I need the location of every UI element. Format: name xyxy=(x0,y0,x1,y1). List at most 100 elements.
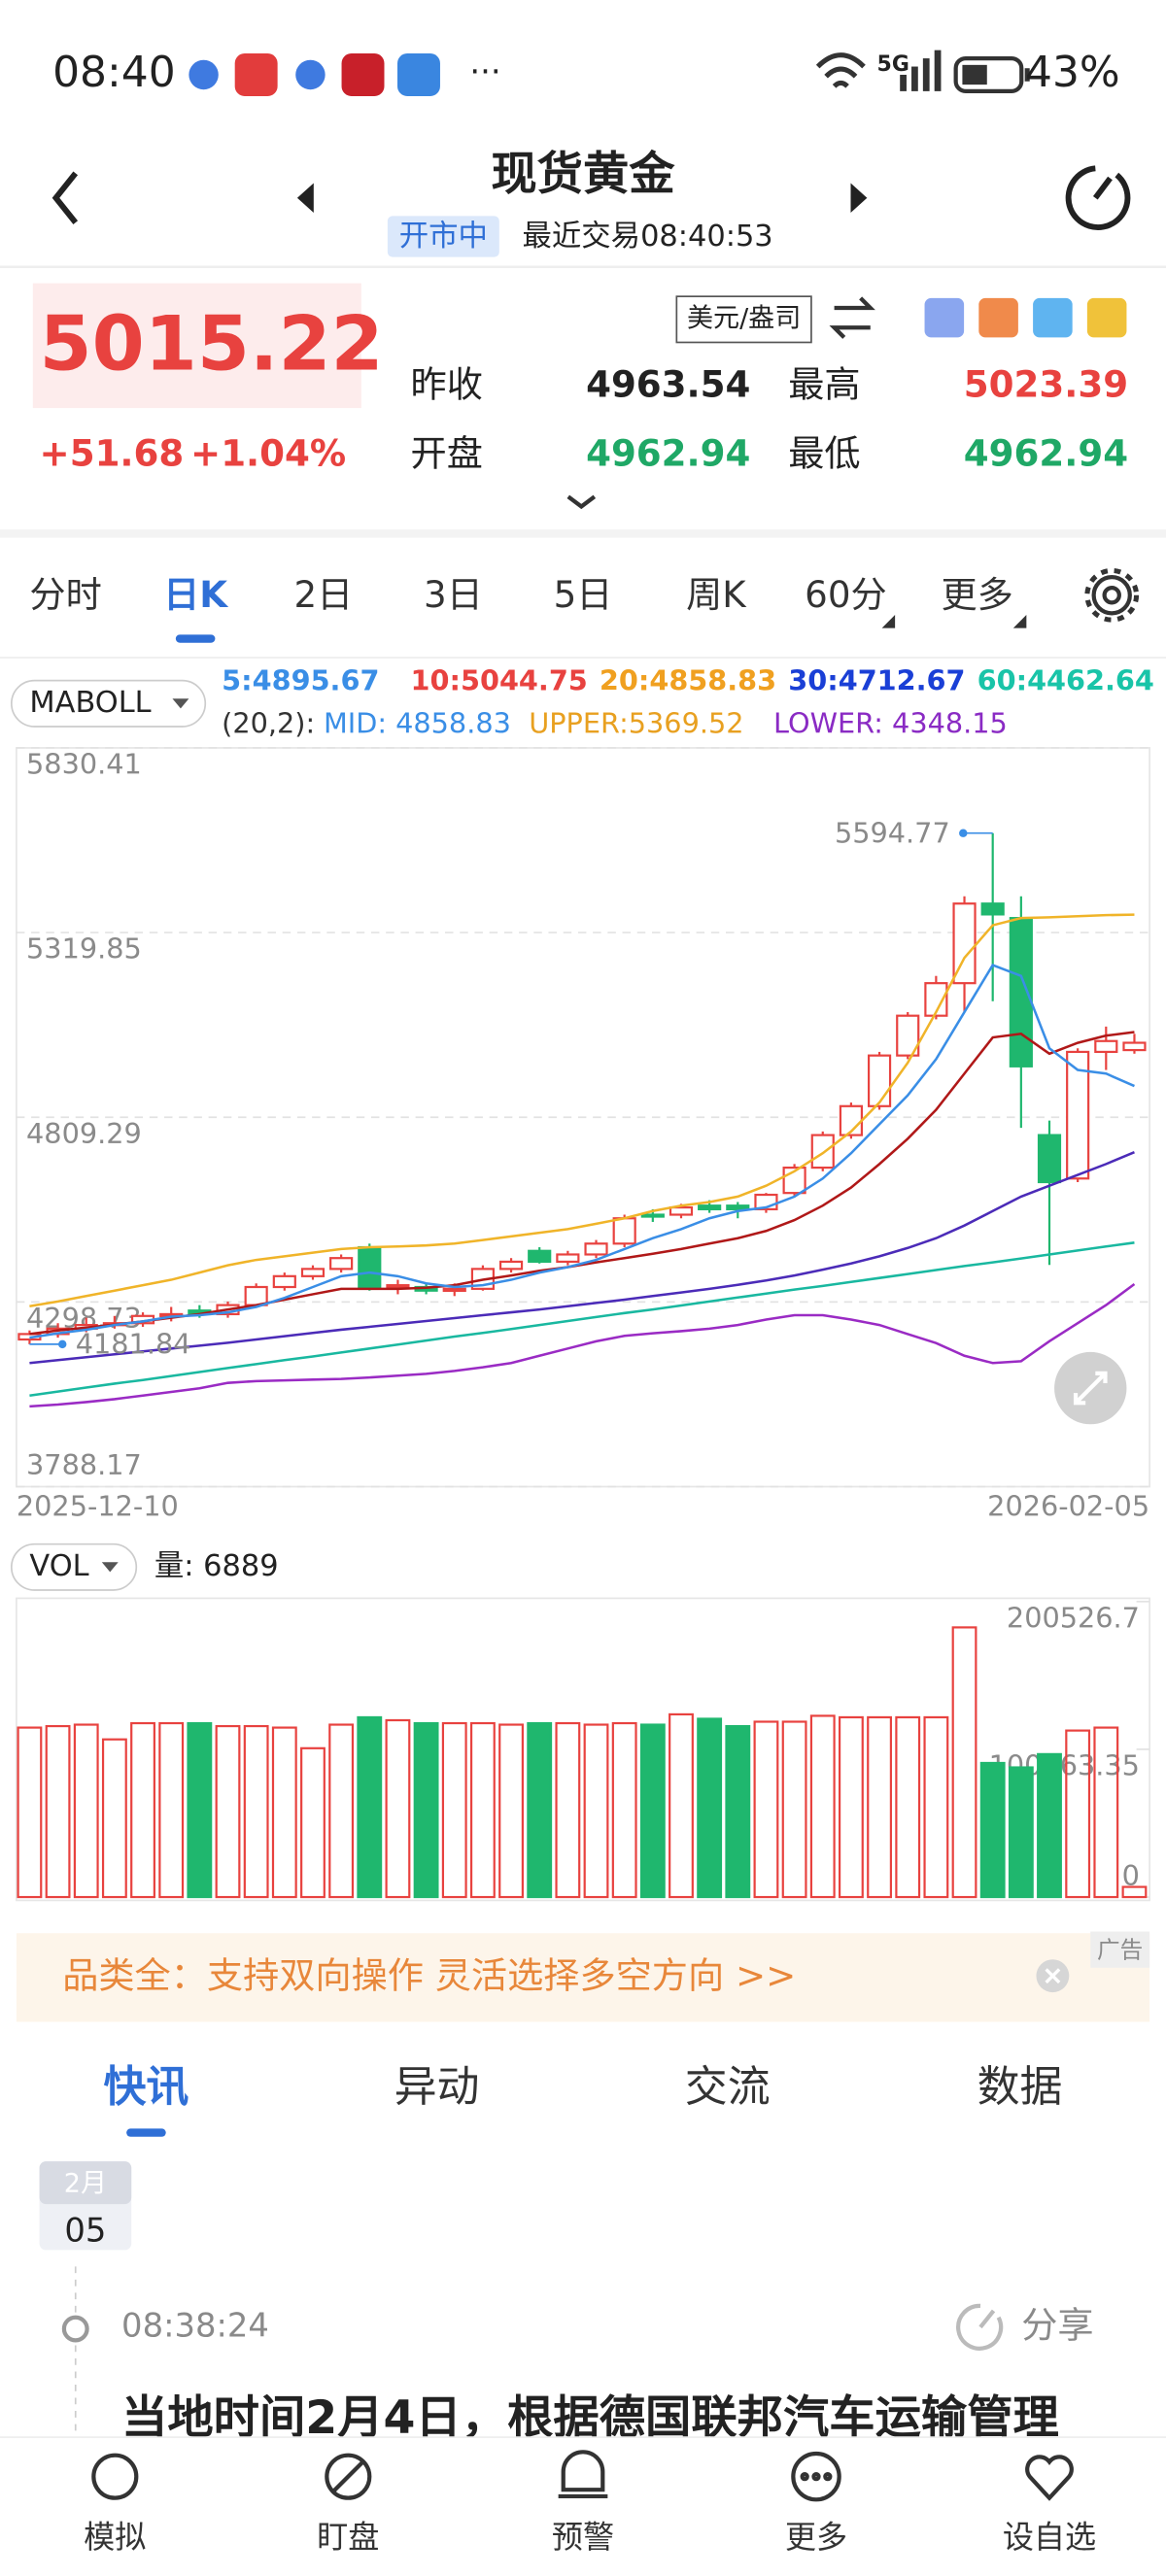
share-button[interactable]: 分享 xyxy=(1021,2303,1093,2346)
volume-bar xyxy=(328,1723,355,1899)
candle-body xyxy=(1066,1050,1090,1180)
volume-bar xyxy=(441,1721,467,1899)
price-box xyxy=(32,283,361,409)
y-tick-label: 4809.29 xyxy=(26,1117,142,1150)
dropdown-arrow xyxy=(101,1562,119,1573)
ad-text[interactable]: 品类全：支持双向操作 灵活选择多空方向 >> xyxy=(62,1953,796,1996)
volume-bar xyxy=(725,1724,751,1899)
nav-item[interactable]: 模拟 xyxy=(84,2519,146,2556)
indicator-line xyxy=(29,913,1135,1307)
page-title: 现货黄金 xyxy=(491,148,675,201)
x-tick-label: 2025-12-10 xyxy=(17,1489,179,1522)
ma-legend: 20:4858.83 xyxy=(600,663,776,696)
period-tab[interactable]: 日K xyxy=(163,573,228,616)
volume-bar xyxy=(413,1721,439,1899)
period-tab[interactable]: 更多 xyxy=(941,573,1012,616)
nav-item[interactable]: 设自选 xyxy=(1003,2519,1096,2556)
expand-chevron[interactable] xyxy=(566,494,597,510)
indicator-legend: 5:4895.67 10:5044.75 20:4858.83 30:4712.67 6… xyxy=(222,663,1154,739)
nav-item[interactable]: 预警 xyxy=(552,2519,614,2556)
candle-body xyxy=(980,902,1005,916)
stat-value: 4962.94 xyxy=(964,432,1128,475)
status-badge xyxy=(387,216,499,257)
volume-bar xyxy=(697,1717,723,1899)
news-headline[interactable]: 当地时间2月4日，根据德国联邦汽车运输管理 xyxy=(121,2391,1059,2445)
next-instrument[interactable] xyxy=(850,183,868,213)
news-tabs: 快讯 异动 交流 数据 xyxy=(103,2062,1062,2112)
volume-bar xyxy=(1037,1752,1062,1899)
news-tab-underline xyxy=(126,2128,166,2137)
share-icon[interactable] xyxy=(956,2303,1004,2351)
news-tab[interactable]: 交流 xyxy=(685,2062,771,2112)
network-label: 5G xyxy=(877,52,909,77)
candle-body xyxy=(272,1274,296,1289)
back-button[interactable] xyxy=(51,171,79,224)
settings-button[interactable] xyxy=(1084,567,1140,623)
ad-banner[interactable] xyxy=(16,1933,1150,2022)
bottom-nav xyxy=(0,2437,1166,2576)
nav-labels: 模拟 盯盘 预警 更多 设自选 xyxy=(84,2519,1096,2556)
news-day: 05 xyxy=(64,2211,106,2249)
volume-bar xyxy=(583,1723,609,1899)
volume-bar xyxy=(895,1715,921,1899)
prev-instrument[interactable] xyxy=(296,183,314,213)
fullscreen-icon xyxy=(1073,1371,1108,1406)
stat-label: 最高 xyxy=(788,363,860,406)
ma-legend: 30:4712.67 xyxy=(788,663,965,696)
nav-item[interactable]: 更多 xyxy=(785,2519,847,2556)
volume-bar xyxy=(187,1721,213,1899)
volume-bar xyxy=(639,1723,666,1899)
indicator-selector[interactable] xyxy=(10,679,207,728)
nav-icons xyxy=(91,2450,1074,2502)
nav-item[interactable]: 盯盘 xyxy=(317,2519,379,2556)
candle-body xyxy=(612,1217,636,1245)
annotation-dot xyxy=(58,1339,67,1349)
timeline-dot xyxy=(61,2315,89,2343)
news-tab[interactable]: 快讯 xyxy=(103,2062,189,2112)
volume-bar xyxy=(781,1720,807,1899)
volume-bar xyxy=(271,1726,297,1899)
candle-body xyxy=(300,1268,326,1277)
news-tab[interactable]: 数据 xyxy=(977,2062,1063,2112)
unit: 美元/盎司 xyxy=(687,303,801,333)
ma-legend: 10:5044.75 xyxy=(411,663,588,696)
period-tab[interactable]: 周K xyxy=(686,573,747,616)
volume-bar xyxy=(923,1715,949,1899)
unit-box[interactable] xyxy=(675,295,812,344)
candle-body xyxy=(726,1204,750,1211)
ma-legend: 5:4895.67 xyxy=(222,663,379,696)
candle-body xyxy=(952,902,977,985)
candle-body xyxy=(1094,1039,1118,1054)
period-tabs: 分时 日K 2日 3日 5日 周K 60分 更多 xyxy=(29,573,1027,628)
volume-selector[interactable] xyxy=(10,1542,138,1591)
indicator-line xyxy=(29,1151,1135,1365)
market-status: 开市中 xyxy=(399,220,488,254)
period-tab[interactable]: 2日 xyxy=(294,573,354,616)
candle-body xyxy=(867,1054,892,1107)
dropdown-arrow xyxy=(172,698,189,709)
period-tab[interactable]: 60分 xyxy=(805,573,886,616)
price-chart: 5830.415319.854809.294298.733788.172025-… xyxy=(16,747,1149,1522)
news-tab[interactable]: 异动 xyxy=(394,2062,480,2112)
period-tab[interactable]: 5日 xyxy=(554,573,613,616)
volume-bar xyxy=(300,1746,326,1899)
period-tab[interactable]: 分时 xyxy=(29,573,101,616)
volume-bar xyxy=(527,1721,553,1899)
boll-legend: LOWER: 4348.15 xyxy=(773,706,1008,739)
candle-body xyxy=(556,1253,580,1264)
indicator-line xyxy=(29,1282,1136,1408)
annotation-dot xyxy=(959,829,968,837)
tool-icons[interactable] xyxy=(924,297,1127,338)
refresh-button[interactable] xyxy=(1065,165,1131,230)
swap-icon[interactable] xyxy=(829,296,875,339)
period-tab[interactable]: 3日 xyxy=(424,573,483,616)
candle-body xyxy=(669,1205,694,1216)
boll-legend: UPPER:5369.52 xyxy=(529,706,743,739)
status-icons: ··· xyxy=(189,50,1030,96)
volume-title: VOL xyxy=(29,1549,88,1583)
volume-bar xyxy=(45,1724,71,1899)
candle-body xyxy=(498,1260,524,1271)
news-time: 08:38:24 xyxy=(121,2306,269,2344)
